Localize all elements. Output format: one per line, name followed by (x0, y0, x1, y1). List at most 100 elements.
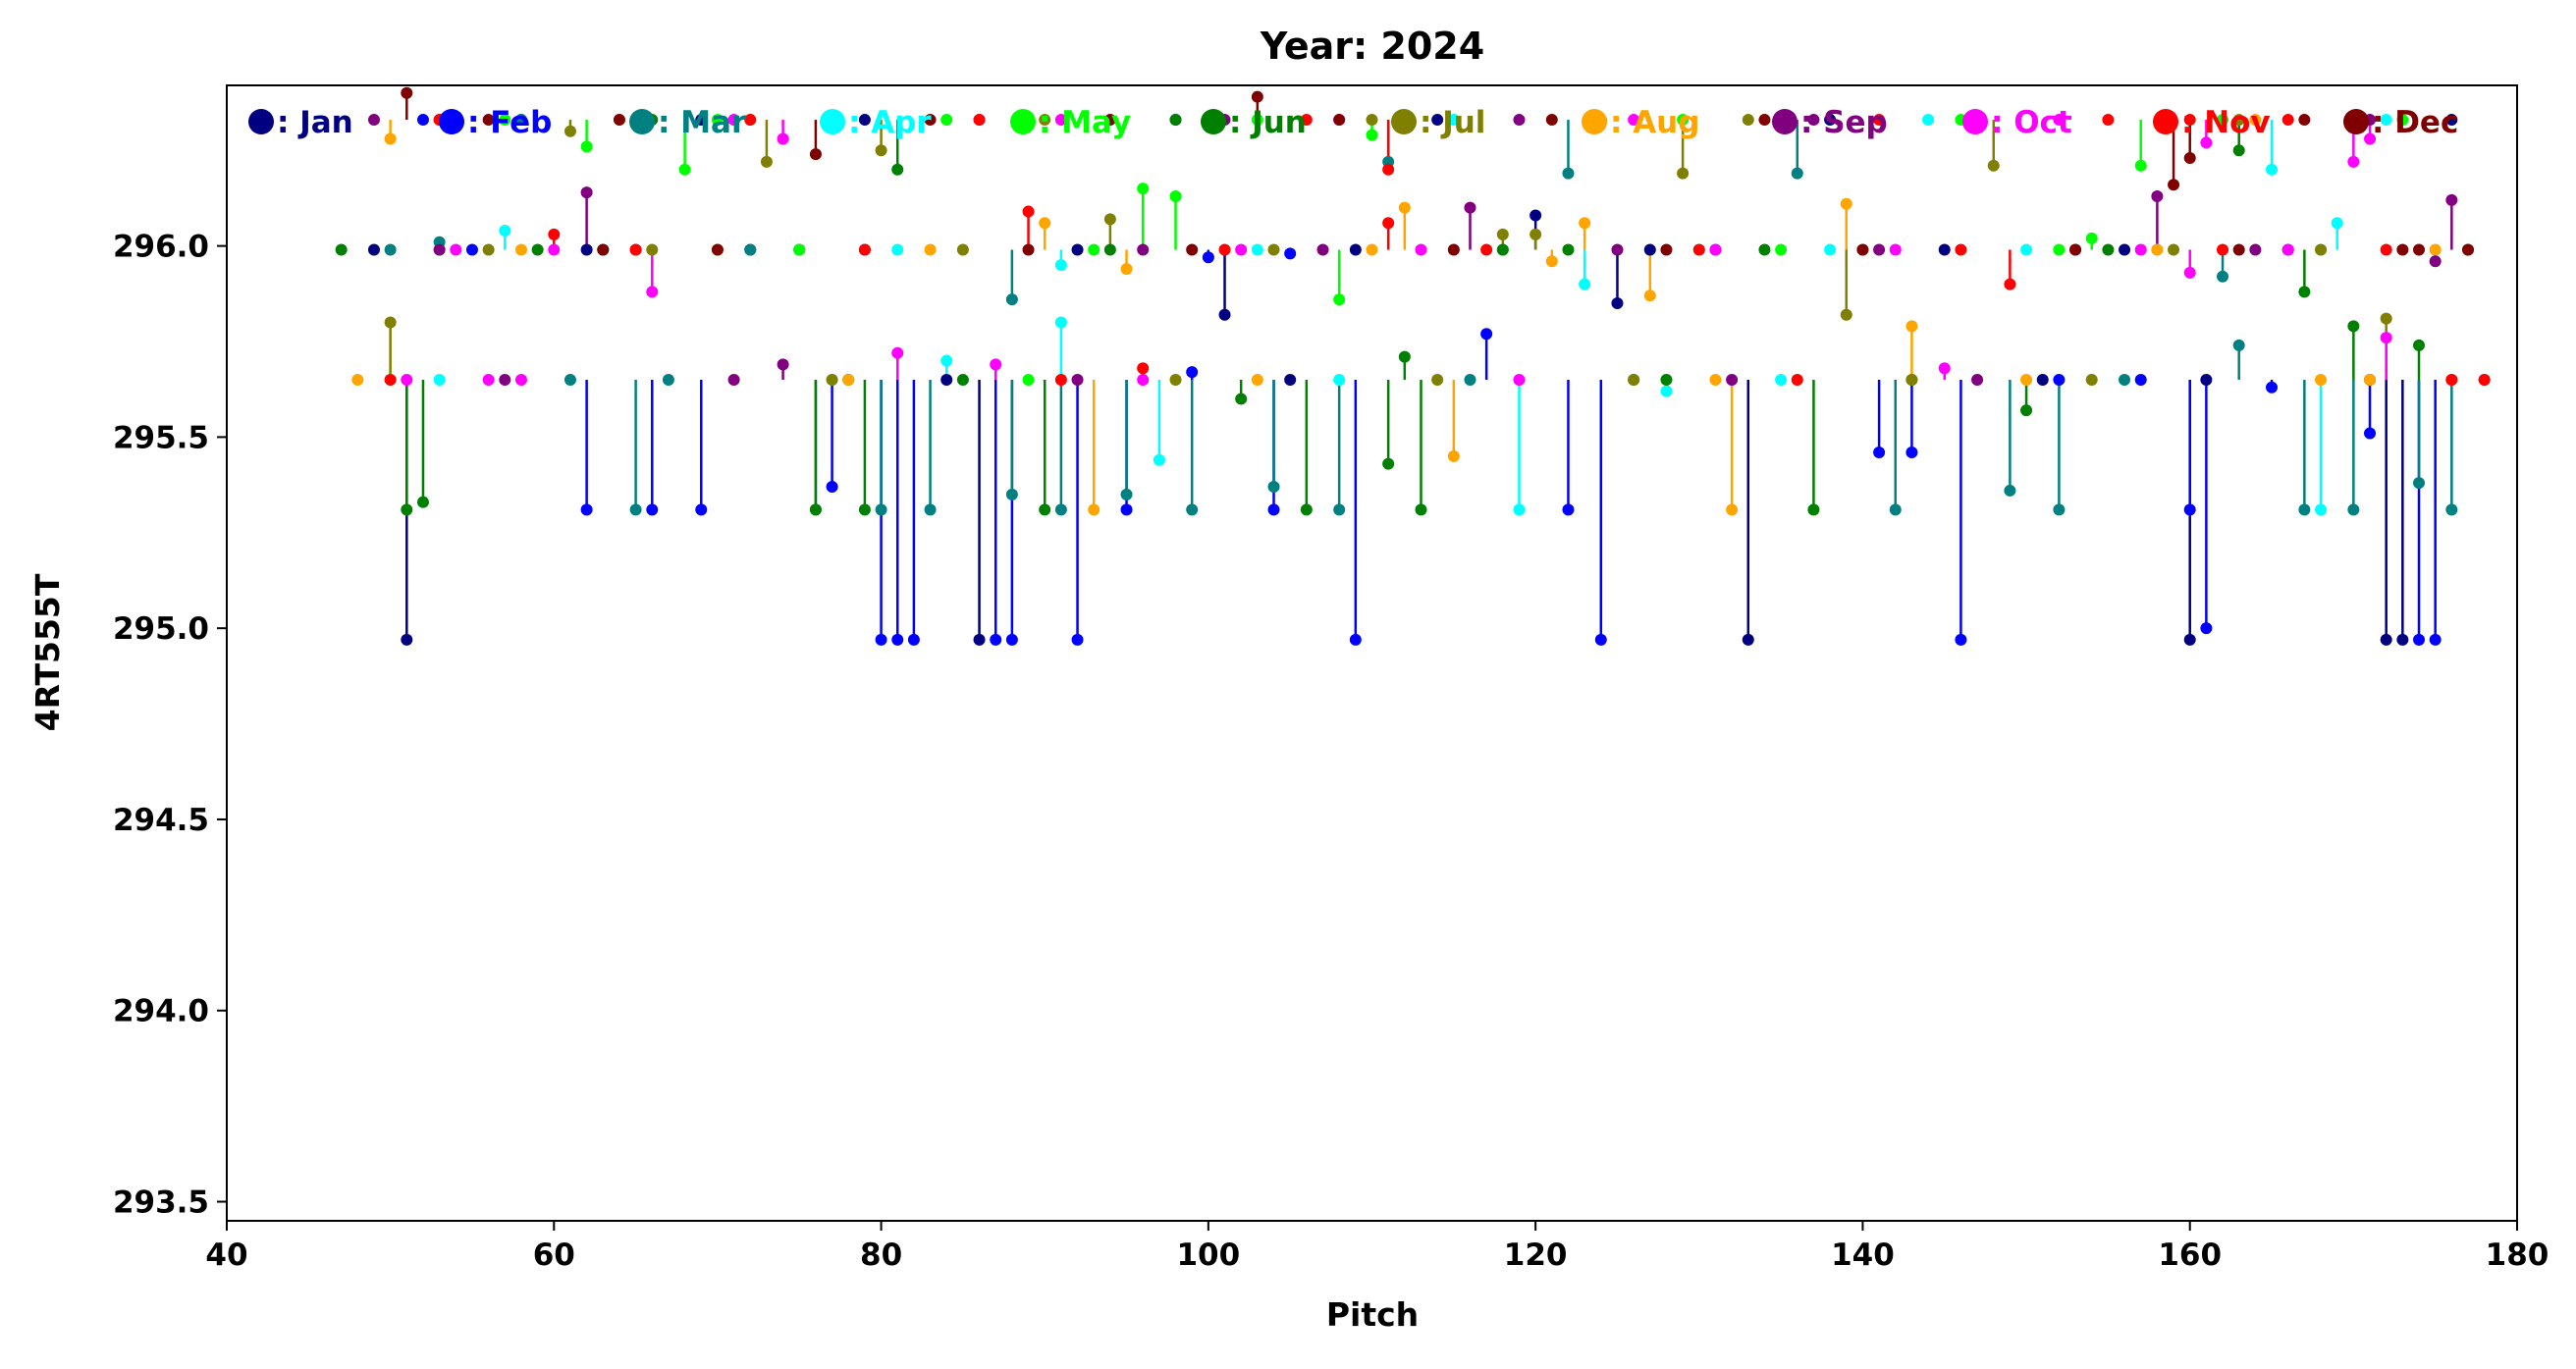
point-jan (2119, 243, 2131, 256)
point-dec (809, 148, 822, 161)
point-may (2396, 114, 2409, 127)
point-apr (1333, 373, 1346, 386)
point-feb (1120, 503, 1133, 516)
point-mar (2004, 484, 2016, 497)
legend-marker-oct (1962, 109, 1988, 134)
point-aug (1579, 217, 1591, 230)
point-mar (1889, 503, 1902, 516)
x-tick-label: 180 (2486, 1237, 2549, 1273)
point-oct (2364, 132, 2377, 145)
point-aug (1251, 373, 1263, 386)
point-may (1251, 114, 1263, 127)
point-may (1366, 129, 1378, 141)
legend-marker-jan (248, 109, 274, 134)
point-mar (875, 503, 887, 516)
point-jun (2347, 320, 2360, 333)
point-feb (1873, 446, 1886, 458)
point-jul (2168, 243, 2180, 256)
point-apr (2266, 163, 2279, 176)
point-dec (2168, 179, 2180, 191)
point-feb (465, 243, 478, 256)
x-tick-label: 60 (533, 1237, 575, 1273)
point-nov (1137, 362, 1150, 375)
point-feb (2266, 381, 2279, 394)
point-sep (1873, 243, 1886, 256)
point-mar (2413, 477, 2426, 490)
legend: : Jan: Feb: Mar: Apr: May: Jun: Jul: Aug… (248, 105, 2458, 140)
point-nov (1955, 243, 1967, 256)
point-aug (2315, 373, 2328, 386)
point-feb (891, 633, 904, 646)
point-jun (891, 163, 904, 176)
point-feb (416, 114, 429, 127)
point-jun (858, 503, 871, 516)
point-sep (1807, 114, 1820, 127)
point-feb (1202, 251, 1214, 264)
point-nov (2281, 114, 2294, 127)
point-oct (548, 243, 561, 256)
point-jul (1840, 308, 1852, 321)
point-jan (2445, 114, 2458, 127)
point-dec (401, 86, 413, 99)
point-aug (1447, 449, 1460, 462)
legend-marker-dec (2343, 109, 2369, 134)
point-jul (1987, 159, 2000, 172)
point-feb (2413, 633, 2426, 646)
point-aug (1905, 320, 1918, 333)
point-nov (973, 114, 986, 127)
point-sep (1513, 114, 1526, 127)
point-feb (1480, 328, 1493, 341)
point-aug (1643, 290, 1656, 302)
point-jan (1530, 209, 1542, 222)
point-jan (1284, 373, 1297, 386)
point-dec (1856, 243, 1869, 256)
point-jul (1496, 228, 1509, 240)
point-apr (1153, 453, 1165, 466)
legend-label-jan: : Jan (277, 105, 353, 140)
point-jul (2232, 114, 2245, 127)
point-jun (401, 503, 413, 516)
point-mar (1120, 488, 1133, 500)
point-feb (580, 503, 593, 516)
point-apr (1513, 503, 1526, 516)
point-may (1137, 183, 1150, 195)
point-dec (1758, 114, 1771, 127)
point-jan (1611, 297, 1624, 310)
y-tick-label: 294.0 (113, 994, 209, 1029)
point-aug (1366, 243, 1378, 256)
point-jan (2200, 373, 2213, 386)
point-dec (2462, 243, 2475, 256)
point-feb (1005, 633, 1018, 646)
point-jan (1071, 243, 1084, 256)
point-nov (858, 243, 871, 256)
point-may (678, 163, 691, 176)
point-sep (1611, 243, 1624, 256)
point-oct (450, 243, 462, 256)
point-dec (1022, 243, 1035, 256)
point-jun (1382, 457, 1395, 470)
point-dec (2298, 114, 2311, 127)
point-dec (1660, 243, 1673, 256)
point-aug (842, 373, 855, 386)
point-jul (1628, 373, 1640, 386)
point-apr (2020, 243, 2033, 256)
legend-label-dec: : Dec (2372, 105, 2458, 140)
x-tick-label: 80 (860, 1237, 902, 1273)
point-sep (1316, 243, 1329, 256)
legend-label-mar: : Mar (658, 105, 747, 140)
legend-marker-aug (1582, 109, 1607, 134)
point-may (2085, 232, 2098, 244)
point-dec (2396, 243, 2409, 256)
point-jul (1530, 228, 1542, 240)
point-dec (597, 243, 610, 256)
point-dec (2232, 243, 2245, 256)
point-nov (1873, 114, 1886, 127)
point-jul (1267, 243, 1280, 256)
point-jun (1300, 503, 1313, 516)
point-may (1775, 243, 1788, 256)
point-oct (646, 286, 659, 298)
point-jan (973, 633, 986, 646)
point-jul (646, 243, 659, 256)
x-tick-label: 40 (205, 1237, 247, 1273)
point-apr (2380, 114, 2392, 127)
